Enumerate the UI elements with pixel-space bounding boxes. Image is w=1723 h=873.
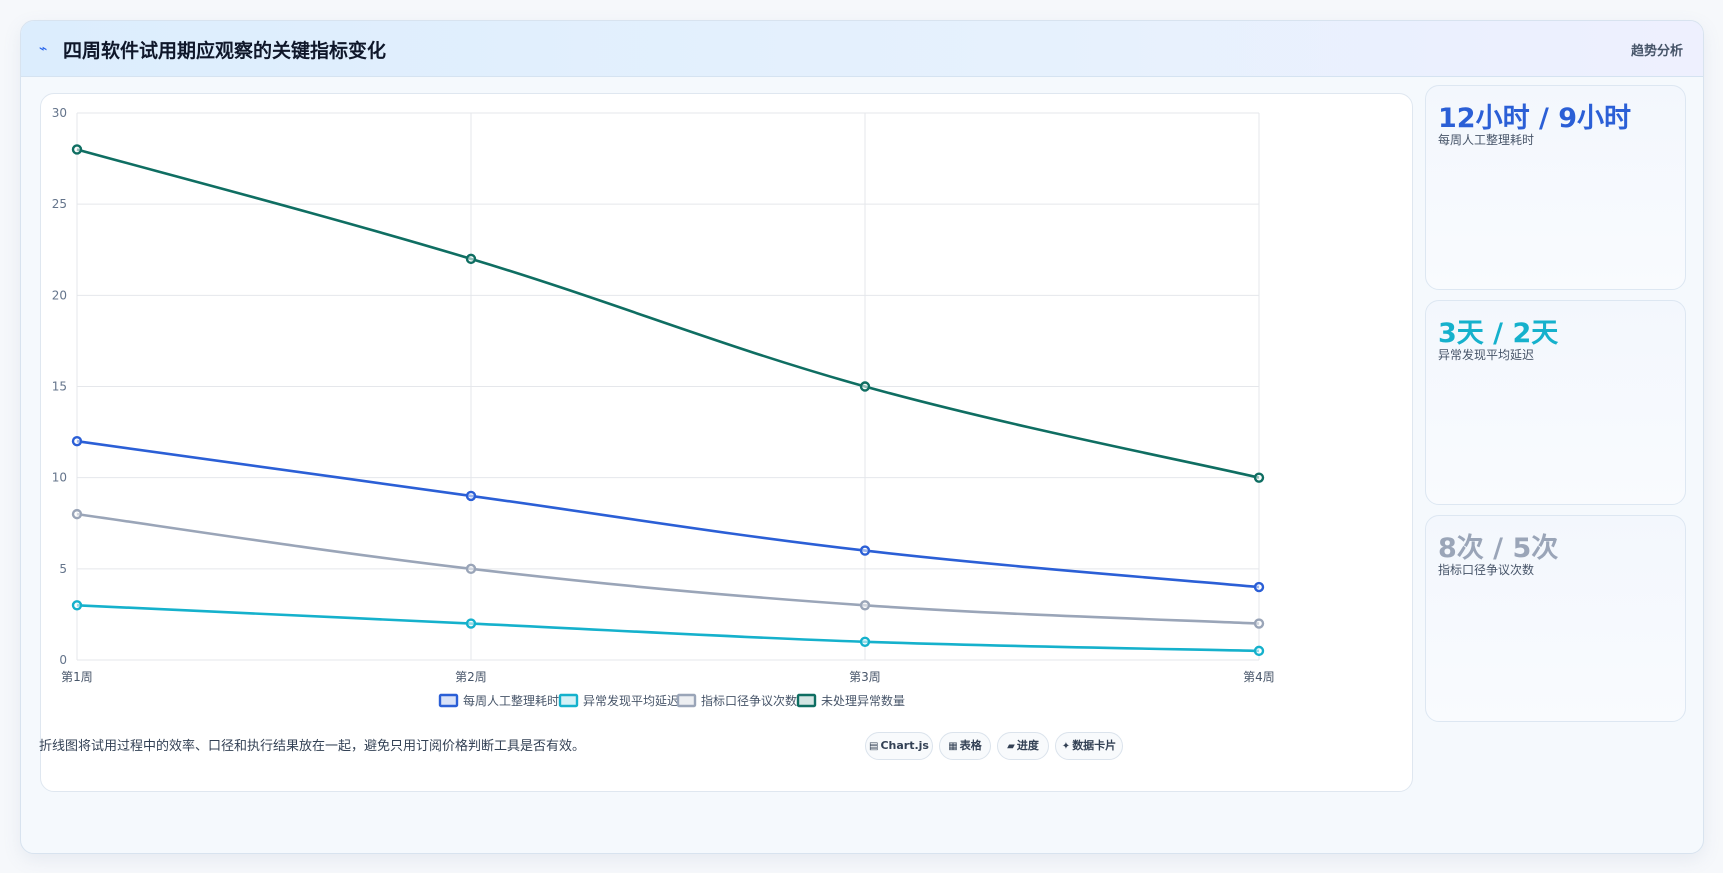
data-point: [71, 600, 83, 611]
chip-data-card[interactable]: ✦ 数据卡片: [1055, 732, 1123, 760]
chip-label: Chart.js: [880, 739, 929, 752]
chip-label: 数据卡片: [1072, 739, 1117, 752]
footer-note: 折线图将试用过程中的效率、口径和执行结果放在一起，避免只用订阅价格判断工具是否有…: [39, 739, 586, 754]
stat-label: 指标口径争议次数: [1438, 563, 1535, 577]
data-point: [465, 253, 477, 265]
table-icon: ▦: [948, 741, 958, 752]
series-line-2: [76, 512, 1260, 625]
x-tick-label: 第3周: [849, 670, 881, 684]
chart-icon: ▤: [869, 741, 879, 752]
stat-value: 3天 / 2天: [1438, 318, 1559, 349]
chip-progress[interactable]: ▰ 进度: [997, 732, 1049, 760]
legend-swatch: [438, 693, 459, 708]
chip-table[interactable]: ▦ 表格: [939, 732, 991, 760]
legend-label: 指标口径争议次数: [701, 693, 797, 708]
card-icon: ✦: [1061, 741, 1071, 752]
y-tick-label: 0: [59, 653, 67, 667]
chart-panel: 0 5 10 15 20 25 30 第1周 第2周 第3周 第4周每周人工整理耗时 异常发现平均延迟…: [40, 93, 1413, 792]
stat-value: 8次 / 5次: [1438, 533, 1559, 564]
report-card: ⌁ 四周软件试用期应观察的关键指标变化 趋势分析 0 5 10 15 20 25 30 第1周…: [20, 20, 1704, 854]
legend-swatch: [558, 693, 579, 708]
stat-card-manual-hours: 12小时 / 9小时 每周人工整理耗时: [1425, 85, 1686, 290]
data-point: [859, 381, 871, 392]
series-line-1: [76, 604, 1260, 653]
data-point: [1253, 472, 1265, 483]
x-tick-label: 第2周: [455, 670, 487, 684]
legend-label: 异常发现平均延迟: [583, 693, 679, 708]
data-point: [859, 545, 871, 556]
legend-swatch: [796, 693, 817, 708]
data-point: [859, 600, 871, 611]
chip-label: 表格: [959, 739, 982, 752]
data-point: [1253, 581, 1265, 593]
card-header: ⌁ 四周软件试用期应观察的关键指标变化 趋势分析: [21, 21, 1703, 77]
stat-card-metric-disputes: 8次 / 5次 指标口径争议次数: [1425, 515, 1686, 722]
x-tick-label: 第1周: [61, 670, 93, 684]
data-point: [465, 563, 477, 575]
y-tick-label: 10: [52, 471, 67, 485]
stat-value: 12小时 / 9小时: [1438, 103, 1632, 134]
data-point: [71, 508, 83, 520]
data-point: [859, 636, 871, 647]
stat-label: 每周人工整理耗时: [1438, 133, 1535, 147]
data-point: [1253, 618, 1265, 629]
data-point: [465, 490, 477, 502]
analysis-tag: 趋势分析: [1630, 44, 1683, 59]
stat-card-anomaly-delay: 3天 / 2天 异常发现平均延迟: [1425, 300, 1686, 505]
data-point: [1253, 645, 1265, 657]
y-tick-label: 20: [52, 288, 67, 302]
trend-icon: ⌁: [39, 41, 48, 57]
data-point: [71, 436, 83, 447]
y-tick-label: 25: [52, 197, 67, 211]
legend-label: 每周人工整理耗时: [463, 693, 559, 708]
y-tick-label: 30: [52, 106, 67, 120]
series-line-3: [76, 148, 1260, 479]
progress-icon: ▰: [1007, 741, 1015, 752]
stat-label: 异常发现平均延迟: [1438, 348, 1535, 362]
page-title: 四周软件试用期应观察的关键指标变化: [63, 40, 387, 62]
y-tick-label: 5: [59, 562, 67, 576]
series-line-0: [76, 439, 1260, 589]
legend-swatch: [676, 693, 697, 708]
legend-label: 未处理异常数量: [821, 693, 905, 708]
data-point: [71, 144, 83, 155]
chip-chartjs[interactable]: ▤ Chart.js: [865, 732, 933, 760]
y-tick-label: 15: [52, 380, 67, 394]
data-point: [465, 618, 477, 629]
chip-label: 进度: [1016, 739, 1039, 752]
x-tick-label: 第4周: [1243, 670, 1275, 684]
